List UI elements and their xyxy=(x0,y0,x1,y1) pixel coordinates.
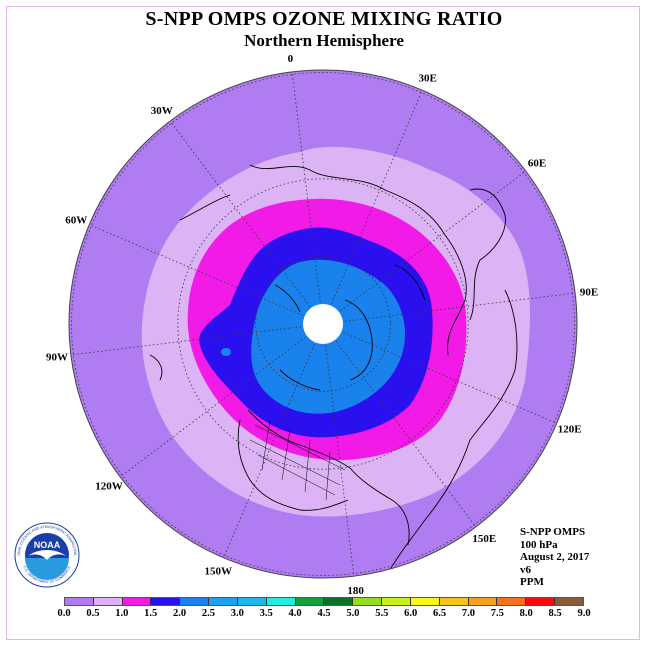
state-borders xyxy=(249,419,346,501)
colorbar-swatch xyxy=(266,598,296,605)
colorbar-swatch xyxy=(93,598,123,605)
meridian-60 xyxy=(340,170,527,312)
graticule xyxy=(70,71,576,577)
lon-label-60e: 60E xyxy=(528,158,546,170)
meridian--60 xyxy=(89,224,303,316)
lon-label-60w: 60W xyxy=(65,214,87,226)
colorbar-tick-label: 7.0 xyxy=(461,608,475,619)
colorbar-swatch xyxy=(122,598,152,605)
colorbar-swatch xyxy=(439,598,469,605)
colorbar-swatch xyxy=(151,598,181,605)
logo-sea xyxy=(25,558,69,580)
colorbar-tick-label: 1.5 xyxy=(144,608,158,619)
colorbar-tick-label: 5.5 xyxy=(375,608,389,619)
lon-label-30e: 30E xyxy=(419,72,437,84)
colorbar-tick-label: 6.0 xyxy=(404,608,418,619)
map-disk xyxy=(69,70,577,578)
colorbar-tick-label: 4.5 xyxy=(317,608,331,619)
colorbar-tick-label: 3.5 xyxy=(259,608,273,619)
coastlines xyxy=(149,164,518,578)
meridian--120 xyxy=(119,336,306,478)
colorbar-tick-label: 8.5 xyxy=(548,608,562,619)
lon-label-120e: 120E xyxy=(558,424,582,436)
map-boundary xyxy=(68,69,578,579)
colorbar-tick-label: 9.0 xyxy=(577,608,591,619)
colorbar-tick-label: 6.5 xyxy=(432,608,447,619)
colorbar-tick-label: 8.0 xyxy=(519,608,533,619)
pole-no-data xyxy=(303,304,343,344)
lon-label-0: 0 xyxy=(288,53,294,65)
lon-label-150w: 150W xyxy=(205,566,233,578)
colorbar-swatch xyxy=(555,598,583,605)
colorbar-tick-label: 3.0 xyxy=(230,608,244,619)
colorbar-tick-label: 2.0 xyxy=(172,608,187,619)
colorbar-tick-label: 1.0 xyxy=(115,608,129,619)
colorbar-swatch xyxy=(295,598,325,605)
info-instrument: S-NPP OMPS xyxy=(520,526,586,538)
info-version: v6 xyxy=(520,563,531,576)
colorbar-swatch xyxy=(497,598,527,605)
page-title: S-NPP OMPS OZONE MIXING RATIO xyxy=(145,8,503,30)
colorbar-tick-label: 2.5 xyxy=(201,608,215,619)
colorbar-swatch xyxy=(237,598,267,605)
colorbar-swatch xyxy=(209,598,238,605)
meridian-120 xyxy=(343,332,557,424)
lon-label-90w: 90W xyxy=(46,352,68,364)
colorbar-tick-label: 7.5 xyxy=(490,608,504,619)
info-date: August 2, 2017 xyxy=(520,551,590,563)
colorbar-swatch xyxy=(468,598,498,605)
colorbar-tick-label: 0.0 xyxy=(57,608,71,619)
meridian-90 xyxy=(344,292,576,322)
lon-label-150e: 150E xyxy=(472,533,496,545)
colorbar-tick-label: 4.0 xyxy=(288,608,302,619)
colorbar-swatch xyxy=(353,598,383,605)
latitude-circle-30 xyxy=(177,178,469,470)
meridian--30 xyxy=(169,120,311,307)
colorbar-swatch xyxy=(410,598,440,605)
longitude-labels: 90E 60E 30E 0 30W 60W 90W 120W 150W 180 150E 120E xyxy=(46,53,598,597)
lon-label-120w: 120W xyxy=(95,480,123,492)
colorbar-swatch xyxy=(180,598,210,605)
colorbar-swatch xyxy=(65,598,94,605)
info-panel: S-NPP OMPS 100 hPa August 2, 2017 v6 PPM xyxy=(520,526,589,589)
latitude-circle-0 xyxy=(71,72,575,576)
meridian-0 xyxy=(291,71,321,303)
meridian--90 xyxy=(70,326,302,356)
lon-label-30w: 30W xyxy=(151,105,173,117)
colorbar-tick-label: 5.0 xyxy=(346,608,360,619)
logo-bird-icon xyxy=(28,550,66,560)
lon-label-90e: 90E xyxy=(580,286,598,298)
page-subtitle: Northern Hemisphere xyxy=(244,31,404,50)
meridian-150 xyxy=(335,341,477,528)
latitude-circle-60 xyxy=(255,256,391,392)
colorbar xyxy=(64,597,584,606)
figure-frame xyxy=(6,6,640,640)
noaa-logo: NOAA NATIONAL OCEANIC AND ATMOSPHERIC AD… xyxy=(14,522,80,588)
colorbar-swatch xyxy=(382,598,411,605)
meridian--180 xyxy=(325,345,355,577)
colorbar-tick-label: 0.5 xyxy=(86,608,100,619)
colorbar-ticks: 0.0 0.5 1.0 1.5 2.0 2.5 3.0 3.5 4.0 4.5 5.0 5.5 6.0 6… xyxy=(57,608,590,622)
meridian-30 xyxy=(331,90,423,304)
contour-spot-2.0 xyxy=(221,348,231,356)
info-units: PPM xyxy=(520,576,544,588)
info-level: 100 hPa xyxy=(520,538,558,551)
lon-label-180: 180 xyxy=(347,585,364,597)
colorbar-swatch xyxy=(526,598,556,605)
colorbar-swatch xyxy=(324,598,354,605)
logo-text: NOAA xyxy=(34,540,61,550)
meridian--150 xyxy=(223,344,315,558)
